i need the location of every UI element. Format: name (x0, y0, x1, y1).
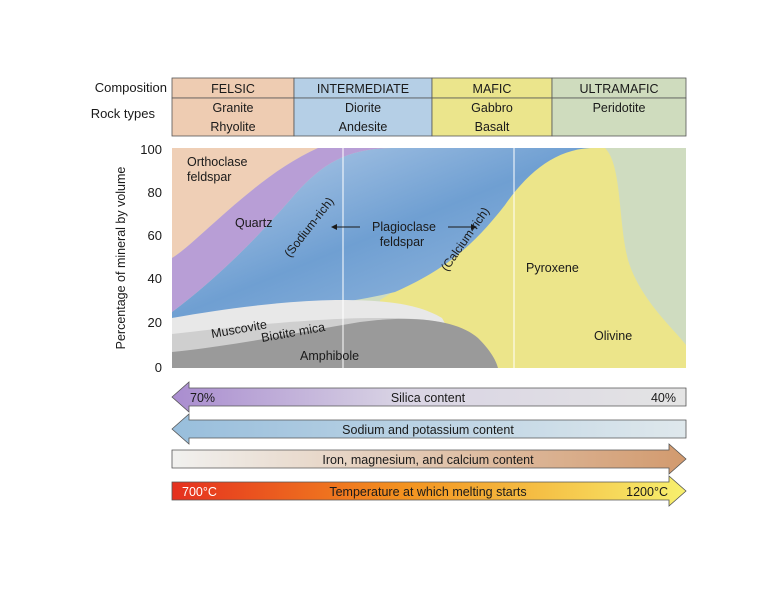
composition-header: Composition Rock types FELSIC INTERMEDIA… (91, 77, 687, 137)
quartz-region (172, 148, 395, 312)
peridotite-label: Peridotite (593, 101, 646, 115)
basalt-label: Basalt (475, 120, 510, 134)
rock-types-label: Rock types (91, 106, 156, 121)
plagioclase-double-arrow (331, 224, 477, 230)
silica-left-value: 70% (190, 391, 215, 405)
amphibole-region (172, 318, 498, 368)
plagioclase-region (172, 148, 590, 318)
y-tick-100: 100 (140, 142, 162, 157)
plagioclase-label-1: Plagioclase (372, 220, 436, 234)
temperature-arrow: 700°C Temperature at which melting start… (171, 475, 687, 507)
composition-label: Composition (95, 80, 167, 95)
silica-label: Silica content (391, 391, 466, 405)
mineral-plot (172, 148, 686, 368)
olivine-label: Olivine (594, 329, 632, 343)
pyroxene-region (380, 148, 686, 368)
orthoclase-label-1: Orthoclase (187, 155, 247, 169)
pyroxene-label: Pyroxene (526, 261, 579, 275)
y-axis: Percentage of mineral by volume 100 80 6… (114, 142, 162, 375)
silica-right-value: 40% (651, 391, 676, 405)
orthoclase-region (172, 148, 318, 258)
rhyolite-label: Rhyolite (210, 120, 255, 134)
mafic-rock-cell (431, 97, 553, 137)
ultramafic-title: ULTRAMAFIC (580, 82, 659, 96)
intermediate-title: INTERMEDIATE (317, 82, 409, 96)
silica-arrow: 70% Silica content 40% (171, 381, 687, 413)
sodium-potassium-arrow: Sodium and potassium content (171, 413, 687, 445)
iron-label: Iron, magnesium, and calcium content (322, 453, 534, 467)
quartz-label: Quartz (235, 216, 273, 230)
felsic-rock-cell (171, 97, 295, 137)
mafic-title: MAFIC (473, 82, 512, 96)
diorite-label: Diorite (345, 101, 381, 115)
sodium-label: Sodium and potassium content (342, 423, 514, 437)
amphibole-label: Amphibole (300, 349, 359, 363)
orthoclase-label-2: feldspar (187, 170, 231, 184)
plagioclase-label-2: feldspar (380, 235, 424, 249)
y-tick-60: 60 (148, 228, 162, 243)
temperature-left-value: 700°C (182, 485, 217, 499)
gabbro-label: Gabbro (471, 101, 513, 115)
granite-label: Granite (213, 101, 254, 115)
y-tick-0: 0 (155, 360, 162, 375)
y-axis-title: Percentage of mineral by volume (114, 167, 128, 350)
y-tick-20: 20 (148, 315, 162, 330)
temperature-label: Temperature at which melting starts (329, 485, 526, 499)
temperature-right-value: 1200°C (626, 485, 668, 499)
iron-magnesium-calcium-arrow: Iron, magnesium, and calcium content (171, 443, 687, 475)
ultramafic-rock-cell (551, 97, 687, 137)
andesite-label: Andesite (339, 120, 388, 134)
y-tick-40: 40 (148, 271, 162, 286)
intermediate-rock-cell (293, 97, 433, 137)
y-tick-80: 80 (148, 185, 162, 200)
felsic-title: FELSIC (211, 82, 255, 96)
